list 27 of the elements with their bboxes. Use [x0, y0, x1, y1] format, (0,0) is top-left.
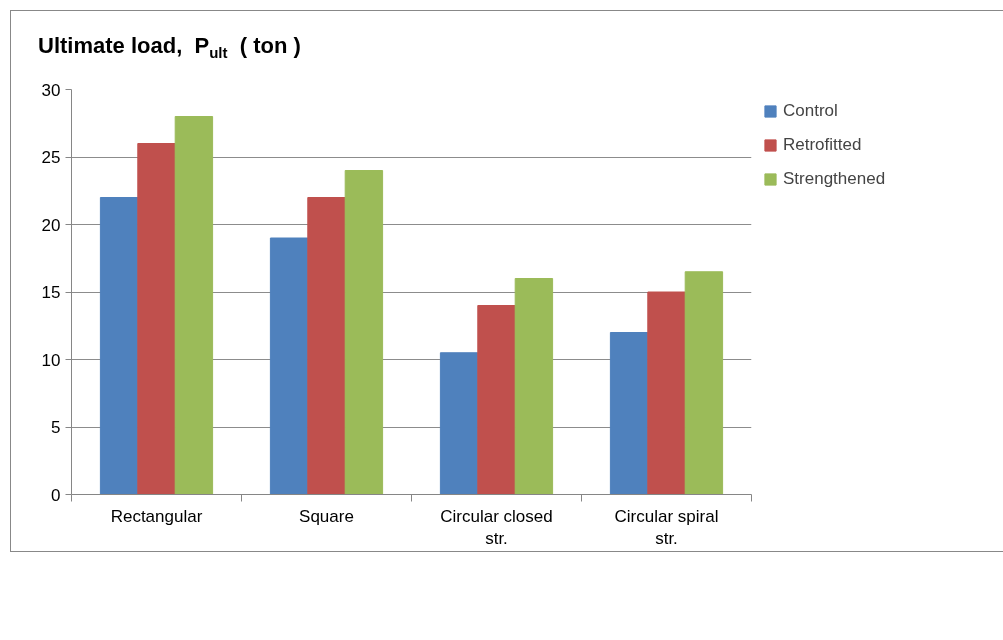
bar — [514, 278, 554, 495]
bar — [477, 305, 516, 495]
x-tick-label: Circular spiral str. — [614, 506, 719, 549]
y-tick-label: 5 — [51, 418, 61, 437]
chart-title: Ultimate load, P$_{ult}$ ( ton ) — [38, 32, 301, 64]
x-tick-label: Square — [299, 506, 354, 526]
bar — [344, 170, 384, 495]
bar — [647, 291, 686, 495]
legend-label: Retrofitted — [783, 135, 862, 155]
bar — [269, 237, 309, 495]
x-tick-label: Rectangular — [110, 506, 203, 526]
bar — [609, 332, 649, 495]
x-tick-label: Circular closed str. — [440, 506, 553, 549]
bar — [174, 116, 214, 495]
legend-label: Control — [783, 101, 838, 121]
bar — [307, 197, 346, 495]
y-tick-label: 0 — [51, 485, 61, 505]
bar — [684, 271, 724, 495]
y-tick-label: 15 — [41, 283, 61, 302]
bar — [439, 352, 479, 495]
y-tick-label: 30 — [41, 80, 61, 100]
bar — [99, 197, 139, 495]
legend-label: Strengthened — [783, 169, 886, 189]
bar — [137, 143, 176, 495]
y-tick-label: 20 — [41, 215, 61, 235]
y-tick-label: 25 — [41, 148, 61, 167]
y-tick-label: 10 — [41, 350, 61, 370]
